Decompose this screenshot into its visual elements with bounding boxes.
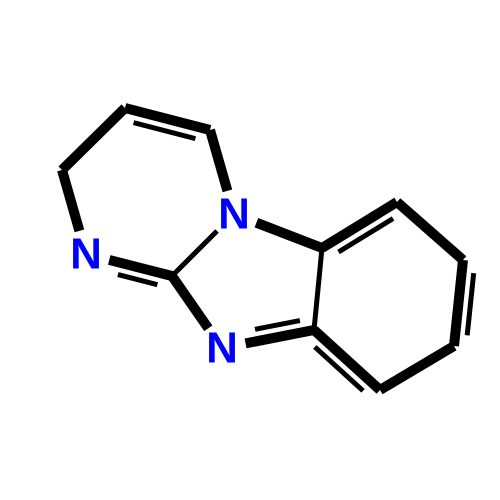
molecule-canvas: N N N [0, 0, 500, 500]
bond-1 [210, 130, 227, 191]
bond-9 [256, 223, 322, 248]
bond-8 [314, 248, 322, 330]
bond-14 [314, 330, 380, 390]
bond-12 [454, 260, 463, 346]
atom-label-n: N [206, 324, 238, 373]
atom-label-n: N [218, 190, 250, 239]
bond-2 [172, 231, 217, 276]
bond-12-inner [467, 273, 474, 335]
bond-7-inner [255, 321, 300, 330]
bond-11 [397, 202, 463, 260]
atom-label-n: N [70, 230, 102, 279]
bond-13 [380, 346, 454, 390]
bond-3-inner [118, 275, 157, 285]
bond-4 [62, 170, 79, 231]
bond-7 [246, 330, 314, 343]
bond-6 [172, 276, 208, 328]
bond-0 [125, 108, 210, 130]
bond-5 [62, 108, 125, 170]
